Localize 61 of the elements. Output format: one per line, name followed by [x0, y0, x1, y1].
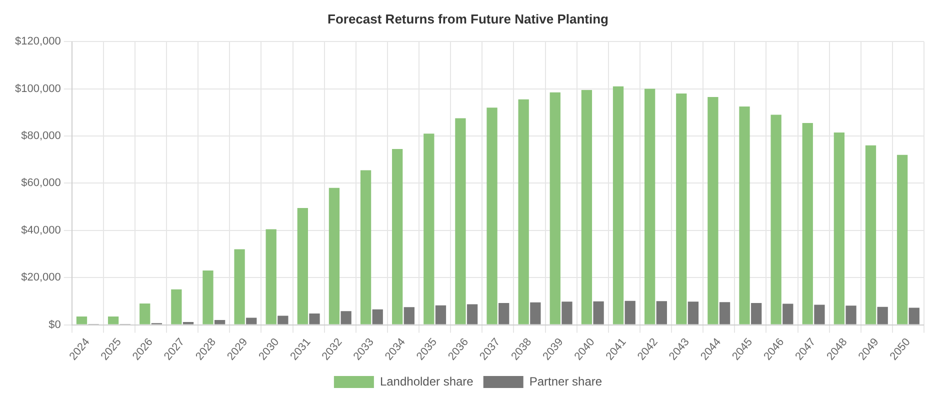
bar	[297, 208, 308, 324]
bar	[676, 94, 687, 324]
bar	[171, 289, 182, 324]
legend-label: Landholder share	[380, 374, 474, 388]
bar	[550, 92, 560, 324]
legend-label: Partner share	[529, 374, 602, 388]
bar	[624, 300, 636, 324]
bar	[846, 306, 856, 324]
bar	[593, 301, 604, 324]
bar	[562, 302, 572, 324]
bar	[751, 303, 762, 324]
y-tick-label: $40,000	[21, 224, 61, 236]
bar	[466, 304, 478, 324]
bar	[108, 316, 119, 324]
bar	[865, 145, 876, 324]
bar	[404, 307, 415, 324]
bar	[392, 148, 403, 324]
bar	[814, 304, 825, 324]
bar	[246, 318, 257, 324]
bar	[834, 132, 845, 324]
bar	[656, 301, 667, 324]
bar	[214, 320, 226, 324]
bar	[877, 306, 888, 324]
bar	[486, 108, 498, 324]
bar	[234, 249, 245, 324]
bar	[435, 305, 446, 324]
bar	[424, 134, 434, 324]
bar	[896, 154, 908, 324]
bar	[182, 322, 194, 324]
bar	[770, 114, 782, 324]
bar	[328, 188, 340, 324]
bar	[530, 302, 541, 324]
bar	[518, 99, 529, 324]
bar	[739, 106, 750, 324]
y-tick-label: $0	[48, 318, 61, 331]
bar	[140, 304, 150, 324]
bar	[76, 316, 88, 324]
y-tick-label: $100,000	[14, 82, 61, 95]
y-tick-label: $60,000	[21, 177, 61, 190]
chart-title: Forecast Returns from Future Native Planting	[328, 11, 609, 26]
bar	[719, 302, 730, 324]
y-tick-label: $120,000	[14, 36, 61, 48]
bar	[688, 302, 699, 324]
bar	[708, 97, 718, 324]
bar	[309, 313, 320, 324]
y-tick-label: $20,000	[21, 272, 61, 284]
bar	[581, 90, 592, 324]
bar	[372, 309, 383, 324]
bar	[455, 118, 466, 324]
bar	[202, 270, 214, 324]
y-tick-label: $80,000	[21, 130, 61, 142]
bar	[612, 86, 624, 324]
bar	[340, 311, 352, 324]
bar	[782, 304, 794, 324]
bar	[908, 308, 920, 324]
bar	[802, 123, 813, 324]
bar	[278, 316, 288, 324]
bar	[498, 303, 510, 324]
bar	[266, 229, 276, 324]
bar	[644, 88, 656, 324]
bar	[360, 170, 372, 324]
